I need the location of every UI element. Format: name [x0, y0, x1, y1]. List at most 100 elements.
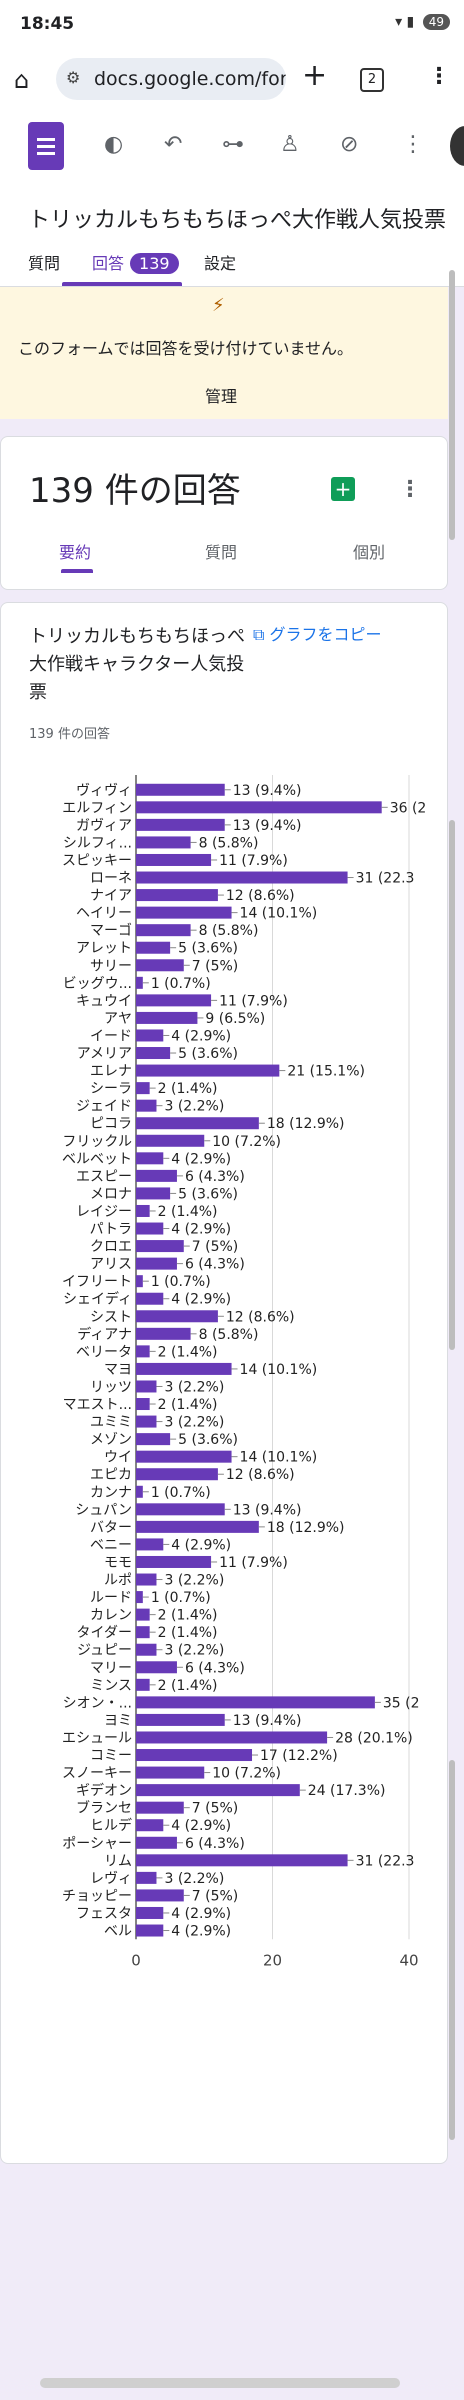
- data-label: 5 (3.6%): [178, 1186, 238, 1202]
- copy-icon: ⧉: [253, 625, 270, 644]
- data-label: 9 (6.5%): [205, 1011, 265, 1027]
- category-label: クロエ: [90, 1239, 132, 1255]
- bar: [136, 1643, 157, 1656]
- category-label: シオン・...: [63, 1695, 132, 1711]
- category-label: レヴィ: [90, 1870, 132, 1887]
- browser-menu-icon[interactable]: ⋮: [428, 64, 450, 89]
- bar: [136, 1468, 218, 1481]
- data-label: 5 (3.6%): [178, 1432, 238, 1448]
- data-label: 4 (2.9%): [171, 1537, 231, 1553]
- data-label: 12 (8.6%): [226, 888, 295, 904]
- category-label: ヨミ: [104, 1713, 132, 1729]
- category-label: ポーシャー: [62, 1836, 132, 1852]
- bar: [136, 1485, 143, 1498]
- data-label: 3 (2.2%): [164, 1573, 224, 1589]
- data-label: 14 (10.1%): [240, 1450, 318, 1466]
- status-bar: 18:45 ▾ ▮ 49: [0, 0, 464, 50]
- data-label: 28 (20.1%): [335, 1730, 413, 1746]
- category-label: ナイア: [90, 888, 132, 904]
- more-options-icon[interactable]: ⋮: [402, 132, 424, 157]
- bar: [136, 1099, 157, 1112]
- data-label: 4 (2.9%): [171, 1028, 231, 1044]
- form-title: トリッカルもちもちほっぺ大作戦人気投票: [28, 208, 447, 233]
- data-label: 5 (3.6%): [178, 941, 238, 957]
- address-bar[interactable]: ⚙ docs.google.com/for: [56, 58, 286, 100]
- category-label: マーゴ: [90, 922, 132, 939]
- data-label: 11 (7.9%): [219, 853, 288, 869]
- gesture-nav-handle[interactable]: [40, 2378, 400, 2388]
- home-icon[interactable]: ⌂: [14, 66, 30, 94]
- category-label: ブランセ: [76, 1800, 132, 1817]
- page-scrollbar[interactable]: [449, 270, 455, 540]
- add-collaborator-icon[interactable]: ♙: [280, 132, 300, 157]
- sheets-icon[interactable]: +: [331, 477, 355, 501]
- chart-scrollbar[interactable]: [449, 820, 455, 1350]
- bar: [136, 1731, 328, 1744]
- bar: [136, 1011, 198, 1024]
- browser-toolbar: ⌂ ⚙ docs.google.com/for + 2 ⋮: [0, 50, 464, 108]
- responses-summary-card: 139 件の回答 + ⋮ 要約 質問 個別: [0, 436, 448, 590]
- tab-responses-label: 回答: [92, 254, 125, 273]
- category-label: ヘイリー: [76, 906, 132, 922]
- data-label: 4 (2.9%): [171, 1906, 231, 1922]
- data-label: 6 (4.3%): [185, 1257, 245, 1273]
- forms-logo-icon[interactable]: [28, 122, 64, 170]
- data-label: 4 (2.9%): [171, 1151, 231, 1167]
- category-label: シュパン: [75, 1502, 132, 1518]
- response-subcount: 139 件の回答: [29, 727, 110, 742]
- responses-menu-icon[interactable]: ⋮: [399, 477, 421, 502]
- no-responses-icon: ⚡: [212, 295, 225, 316]
- copy-chart-button[interactable]: ⧉ グラフをコピー: [253, 621, 382, 645]
- x-tick-label: 40: [399, 1951, 418, 1969]
- category-label: イード: [90, 1028, 132, 1044]
- tab-switcher-button[interactable]: 2: [360, 68, 384, 92]
- link-icon[interactable]: ⊶: [222, 132, 244, 157]
- data-label: 13 (9.4%): [233, 818, 302, 834]
- category-label: シスト: [90, 1309, 132, 1325]
- site-settings-icon[interactable]: ⚙: [66, 68, 81, 87]
- not-accepting-notice: ⚡ このフォームでは回答を受け付けていません。 管理: [0, 287, 448, 419]
- bar: [136, 1784, 300, 1797]
- copy-chart-label: グラフをコピー: [269, 625, 382, 644]
- wifi-icon: ▾: [395, 14, 403, 30]
- category-label: アメリア: [77, 1046, 132, 1062]
- category-label: ピコラ: [90, 1116, 132, 1132]
- chart-scrollbar-lower[interactable]: [449, 1760, 455, 2140]
- publish-icon[interactable]: ⊘: [340, 132, 359, 157]
- manage-button[interactable]: 管理: [205, 387, 238, 406]
- tab-individual[interactable]: 個別: [353, 543, 386, 562]
- undo-icon[interactable]: ↶: [164, 132, 183, 157]
- tab-responses[interactable]: 回答 139: [92, 250, 179, 274]
- avatar[interactable]: [450, 126, 464, 166]
- tab-questions[interactable]: 質問: [28, 254, 61, 273]
- data-label: 6 (4.3%): [185, 1169, 245, 1185]
- url-text: docs.google.com/for: [94, 68, 286, 90]
- bar: [136, 1626, 150, 1639]
- tab-summary[interactable]: 要約: [59, 543, 92, 562]
- data-label: 3 (2.2%): [164, 1379, 224, 1395]
- data-label: 1 (0.7%): [151, 976, 211, 992]
- data-label: 7 (5%): [192, 1801, 239, 1817]
- bar: [136, 1801, 184, 1814]
- responses-count-badge: 139: [130, 253, 179, 274]
- category-label: アヤ: [104, 1011, 132, 1027]
- new-tab-icon[interactable]: +: [302, 58, 328, 93]
- bar: [136, 976, 143, 989]
- data-label: 4 (2.9%): [171, 1292, 231, 1308]
- category-label: イフリート: [62, 1274, 132, 1290]
- data-label: 8 (5.8%): [199, 835, 259, 851]
- palette-icon[interactable]: ◐: [104, 132, 124, 157]
- tab-settings[interactable]: 設定: [204, 254, 237, 273]
- category-label: カンナ: [90, 1485, 132, 1501]
- data-label: 4 (2.9%): [171, 1924, 231, 1940]
- data-label: 14 (10.1%): [240, 906, 318, 922]
- bar: [136, 1854, 348, 1867]
- tab-question[interactable]: 質問: [205, 543, 238, 562]
- bar: [136, 1520, 259, 1533]
- data-label: 4 (2.9%): [171, 1222, 231, 1238]
- bar: [136, 1503, 225, 1516]
- category-label: アリス: [90, 1257, 132, 1273]
- bar: [136, 1275, 143, 1288]
- data-label: 18 (12.9%): [267, 1520, 345, 1536]
- summary-tab-indicator: [61, 569, 93, 573]
